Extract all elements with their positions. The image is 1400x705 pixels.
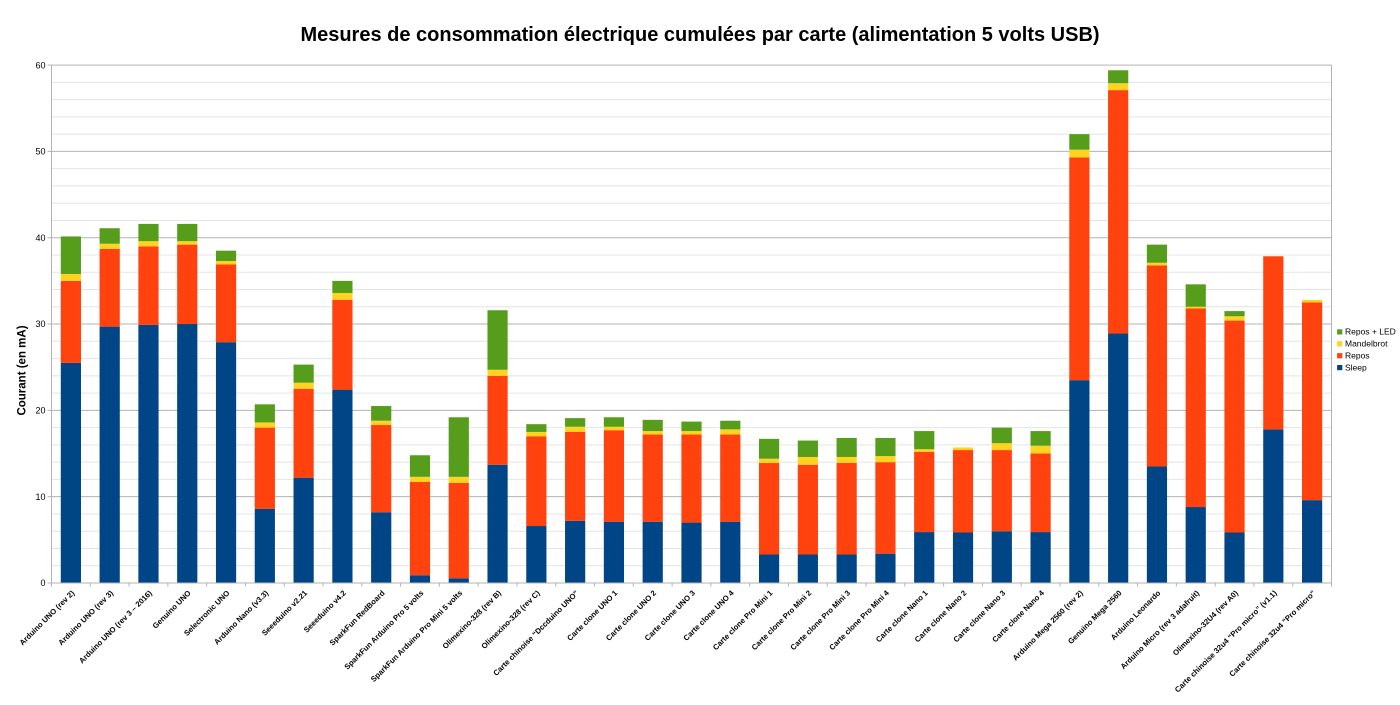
svg-text:Repos: Repos: [1345, 350, 1370, 360]
svg-text:40: 40: [35, 233, 45, 243]
svg-text:0: 0: [40, 578, 45, 588]
svg-text:Mandelbrot: Mandelbrot: [1345, 339, 1388, 349]
svg-text:20: 20: [35, 406, 45, 416]
svg-text:30: 30: [35, 319, 45, 329]
svg-text:10: 10: [35, 492, 45, 502]
svg-text:Sleep: Sleep: [1345, 362, 1367, 372]
svg-text:Repos + LED: Repos + LED: [1345, 327, 1396, 337]
svg-text:50: 50: [35, 147, 45, 157]
svg-text:60: 60: [35, 60, 45, 70]
svg-text:Courant (en mA): Courant (en mA): [17, 325, 29, 415]
svg-text:Mesures de consommation électr: Mesures de consommation électrique cumul…: [300, 24, 1099, 46]
